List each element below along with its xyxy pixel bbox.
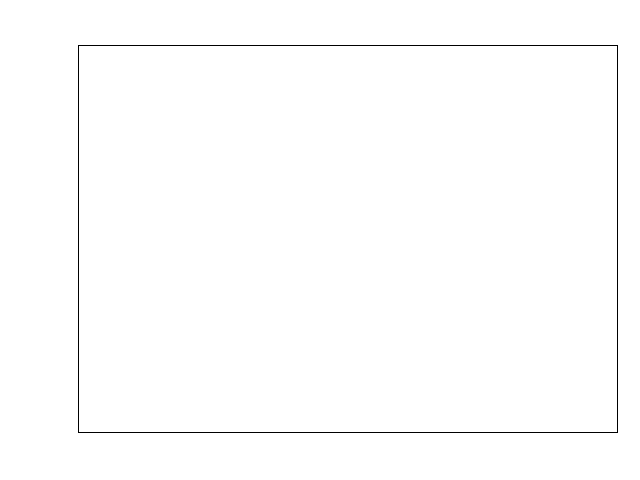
plot-area xyxy=(78,45,618,433)
scatter-points-canvas xyxy=(79,46,617,432)
